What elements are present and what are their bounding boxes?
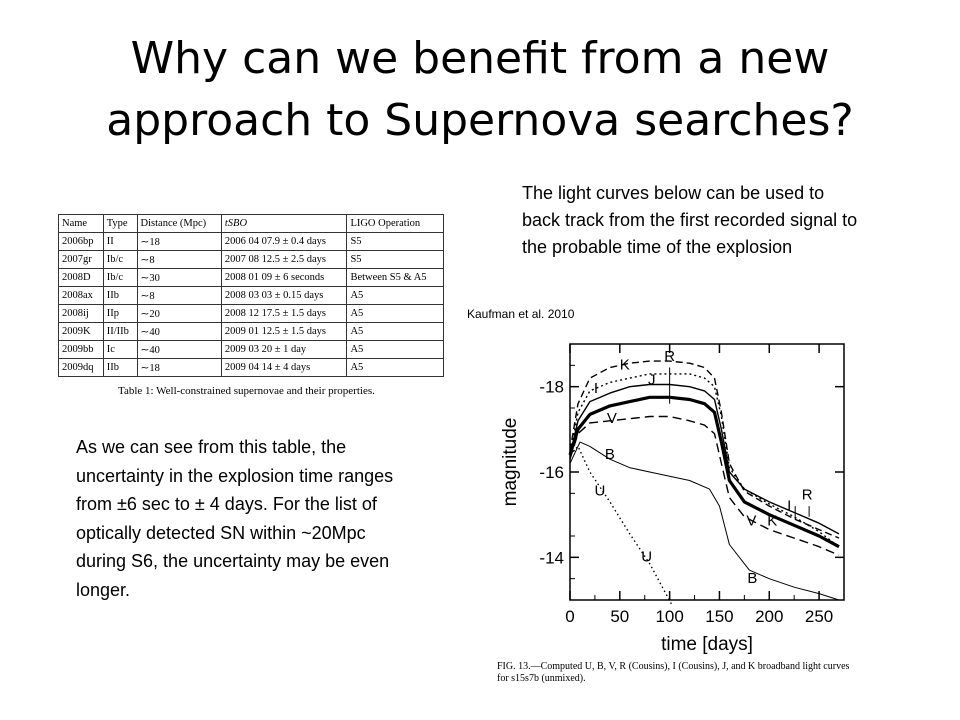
supernova-table-figure: Name Type Distance (Mpc) tSBO LIGO Opera…	[58, 214, 446, 397]
curve-end-label: V	[746, 512, 756, 529]
cell-type: IIb	[102, 358, 138, 377]
series-label-K: K	[620, 357, 630, 374]
series-label-R: R	[664, 348, 675, 365]
cell-name: 2008D	[58, 268, 104, 287]
x-tick-label: 0	[565, 607, 574, 626]
cell-tsbo: 2009 03 20 ± 1 day	[220, 340, 348, 359]
series-line-J	[569, 373, 840, 548]
cell-name: 2008ax	[58, 286, 104, 305]
cell-distance: ∼20	[136, 304, 222, 323]
x-tick-label: 200	[755, 607, 783, 626]
x-tick-label: 50	[610, 607, 629, 626]
table-row: 2008ax IIb ∼8 2008 03 03 ± 0.15 days A5	[58, 286, 444, 305]
x-tick-label: 250	[805, 607, 833, 626]
cell-tsbo: 2006 04 07.9 ± 0.4 days	[220, 232, 348, 251]
curve-end-label: K	[767, 512, 777, 529]
table-row: 2008D Ib/c ∼30 2008 01 09 ± 6 seconds Betwee…	[58, 268, 444, 287]
cell-ligo: A5	[346, 304, 444, 323]
series-line-U	[569, 445, 673, 605]
cell-type: IIb	[102, 286, 138, 305]
slide-title-line-1: Why can we benefit from a new	[130, 33, 830, 84]
series-label-B: B	[605, 446, 615, 463]
series-line-V	[569, 415, 840, 556]
cell-name: 2007gr	[58, 250, 104, 269]
cell-ligo: A5	[346, 322, 444, 341]
table-row: 2009K II/IIb ∼40 2009 01 12.5 ± 1.5 days A5	[58, 322, 444, 341]
light-curve-chart: 0 50 100 150 200 250 -18 -16 -14 time [days] magni…	[500, 343, 845, 655]
cell-ligo: A5	[346, 340, 444, 359]
cell-distance: ∼40	[136, 322, 222, 341]
table-row: 2008ij IIp ∼20 2008 12 17.5 ± 1.5 days A5	[58, 304, 444, 323]
header-type: Type	[102, 214, 138, 233]
cell-type: Ib/c	[102, 268, 138, 287]
series-label-J: J	[648, 372, 656, 389]
intro-text: The light curves below can be used to ba…	[522, 183, 858, 257]
table-body: 2006bp II ∼18 2006 04 07.9 ± 0.4 days S5 2007…	[58, 232, 444, 377]
cell-type: II	[102, 232, 138, 251]
body-text: As we can see from this table, the uncer…	[76, 437, 394, 600]
cell-name: 2009K	[58, 322, 104, 341]
header-name: Name	[58, 214, 104, 233]
cell-type: Ic	[102, 340, 138, 359]
slide-title: Why can we benefit from a new approach t…	[20, 28, 940, 152]
curve-end-label: R	[802, 487, 813, 504]
cell-tsbo: 2009 01 12.5 ± 1.5 days	[220, 322, 348, 341]
header-distance: Distance (Mpc)	[136, 214, 222, 233]
cell-ligo: A5	[346, 286, 444, 305]
series-line-I	[569, 383, 840, 535]
header-tsbo-text: tSBO	[224, 218, 248, 229]
cell-distance: ∼8	[136, 250, 222, 269]
citation: Kaufman et al. 2010	[467, 307, 575, 321]
y-tick-label: -18	[539, 378, 564, 397]
cell-tsbo: 2008 12 17.5 ± 1.5 days	[220, 304, 348, 323]
series-line-R	[568, 395, 840, 549]
table-row: 2009dq IIb ∼18 2009 04 14 ± 4 days A5	[58, 358, 444, 377]
y-axis-label: magnitude	[500, 418, 521, 507]
cell-name: 2009dq	[58, 358, 104, 377]
series-label-U: U	[594, 482, 605, 499]
cell-name: 2008ij	[58, 304, 104, 323]
series-label-I: I	[594, 380, 598, 397]
cell-name: 2009bb	[58, 340, 104, 359]
table-row: 2007gr Ib/c ∼8 2007 08 12.5 ± 2.5 days S5	[58, 250, 444, 269]
cell-distance: ∼18	[136, 358, 222, 377]
cell-tsbo: 2007 08 12.5 ± 2.5 days	[220, 250, 348, 269]
curve-end-label: B	[747, 570, 757, 587]
cell-ligo: A5	[346, 358, 444, 377]
cell-tsbo: 2008 01 09 ± 6 seconds	[220, 268, 348, 287]
table-row: 2009bb Ic ∼40 2009 03 20 ± 1 day A5	[58, 340, 444, 359]
cell-ligo: S5	[346, 232, 444, 251]
y-tick-label: -14	[539, 548, 564, 567]
series-line-B	[569, 441, 840, 601]
cell-ligo: S5	[346, 250, 444, 269]
figure-caption: FIG. 13.—Computed U, B, V, R (Cousins), …	[497, 661, 850, 684]
cell-tsbo: 2009 04 14 ± 4 days	[220, 358, 348, 377]
header-tsbo: tSBO	[220, 214, 348, 233]
slide-title-line-2: approach to Supernova searches?	[106, 95, 854, 146]
series-line-K	[569, 360, 840, 539]
header-ligo: LIGO Operation	[346, 214, 444, 233]
cell-ligo: Between S5 & A5	[346, 268, 444, 287]
cell-distance: ∼18	[136, 232, 222, 251]
y-tick-label: -16	[539, 463, 564, 482]
cell-distance: ∼40	[136, 340, 222, 359]
cell-distance: ∼30	[136, 268, 222, 287]
curve-end-label: U	[641, 549, 652, 566]
cell-tsbo: 2008 03 03 ± 0.15 days	[220, 286, 348, 305]
x-tick-label: 150	[705, 607, 733, 626]
cell-distance: ∼8	[136, 286, 222, 305]
table-caption: Table 1: Well-constrained supernovae and…	[118, 385, 375, 397]
cell-name: 2006bp	[58, 232, 104, 251]
table-row: 2006bp II ∼18 2006 04 07.9 ± 0.4 days S5	[58, 232, 444, 251]
supernova-table: Name Type Distance (Mpc) tSBO LIGO Opera…	[58, 214, 444, 377]
cell-type: II/IIb	[102, 322, 138, 341]
curve-end-label: I	[787, 497, 791, 514]
series-label-V: V	[607, 410, 617, 427]
cell-type: IIp	[102, 304, 138, 323]
x-axis-label: time [days]	[661, 634, 753, 655]
table-header-row: Name Type Distance (Mpc) tSBO LIGO Opera…	[58, 214, 444, 233]
x-tick-label: 100	[655, 607, 683, 626]
cell-type: Ib/c	[102, 250, 138, 269]
